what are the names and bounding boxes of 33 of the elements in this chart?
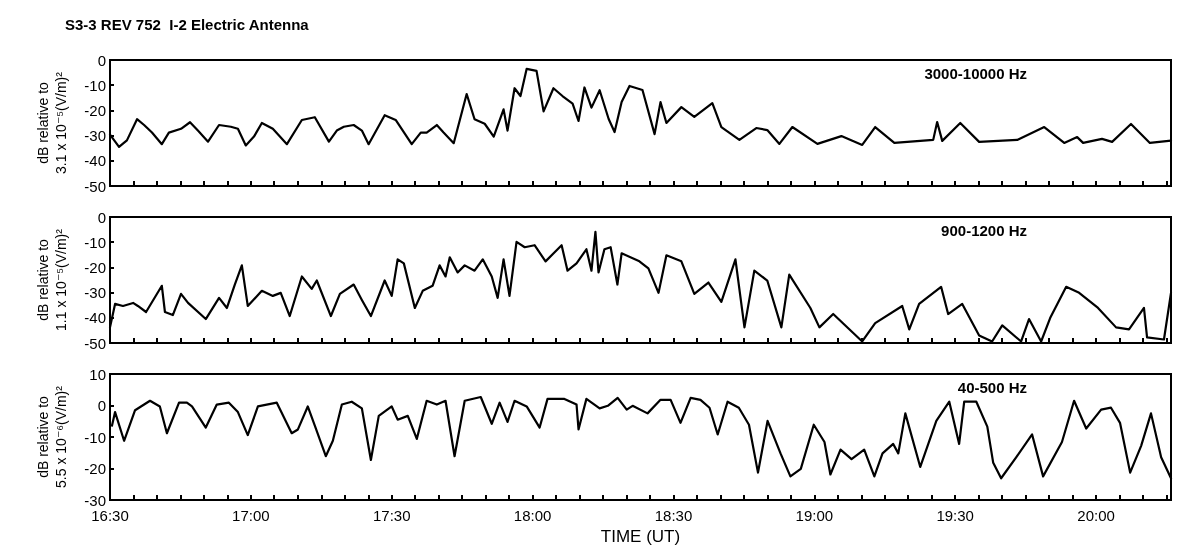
y-tick-label: 0 bbox=[97, 208, 106, 226]
x-tick-label: 17:30 bbox=[372, 507, 411, 524]
x-tick-label: 16:30 bbox=[91, 507, 129, 524]
chart-title: S3-3 REV 752 I-2 Electric Antenna bbox=[65, 16, 310, 33]
x-axis-title: TIME (UT) bbox=[600, 527, 681, 546]
y-tick-label: -40 bbox=[84, 152, 106, 170]
y-tick-label: -10 bbox=[84, 233, 106, 251]
y-axis-title: dB relative to 3.1 x 10⁻⁵(V/m)² bbox=[35, 71, 69, 174]
y-tick-label: -40 bbox=[84, 309, 106, 327]
y-tick-label: -10 bbox=[84, 428, 106, 446]
annotation: 40-500 Hz bbox=[957, 379, 1028, 396]
y-tick-label: 0 bbox=[97, 51, 106, 69]
x-tick-label: 18:30 bbox=[654, 507, 693, 524]
y-tick-label: -20 bbox=[84, 101, 106, 119]
x-tick-label: 17:00 bbox=[232, 507, 270, 524]
annotation: 3000-10000 Hz bbox=[924, 65, 1027, 82]
x-tick-label: 18:00 bbox=[513, 507, 552, 524]
y-tick-label: -50 bbox=[84, 334, 106, 352]
y-tick-label: -20 bbox=[84, 258, 106, 276]
y-tick-label: -30 bbox=[84, 127, 106, 145]
y-tick-label: -10 bbox=[84, 76, 106, 94]
annotation: 900-1200 Hz bbox=[941, 222, 1028, 239]
y-axis-title: dB relative to 1.1 x 10⁻⁵(V/m)² bbox=[35, 228, 69, 331]
y-tick-label: -20 bbox=[84, 460, 106, 477]
x-tick-label: 19:30 bbox=[936, 507, 974, 524]
y-tick-label: -50 bbox=[84, 177, 106, 195]
y-tick-label: 0 bbox=[97, 397, 106, 414]
y-tick-label: -30 bbox=[84, 284, 106, 302]
x-tick-label: 19:00 bbox=[795, 507, 834, 524]
y-tick-label: -30 bbox=[84, 491, 106, 509]
x-tick-label: 20:00 bbox=[1077, 507, 1115, 524]
y-axis-title: dB relative to 5.5 x 10⁻⁶(V/m)² bbox=[35, 385, 69, 488]
y-tick-label: 10 bbox=[89, 365, 106, 383]
